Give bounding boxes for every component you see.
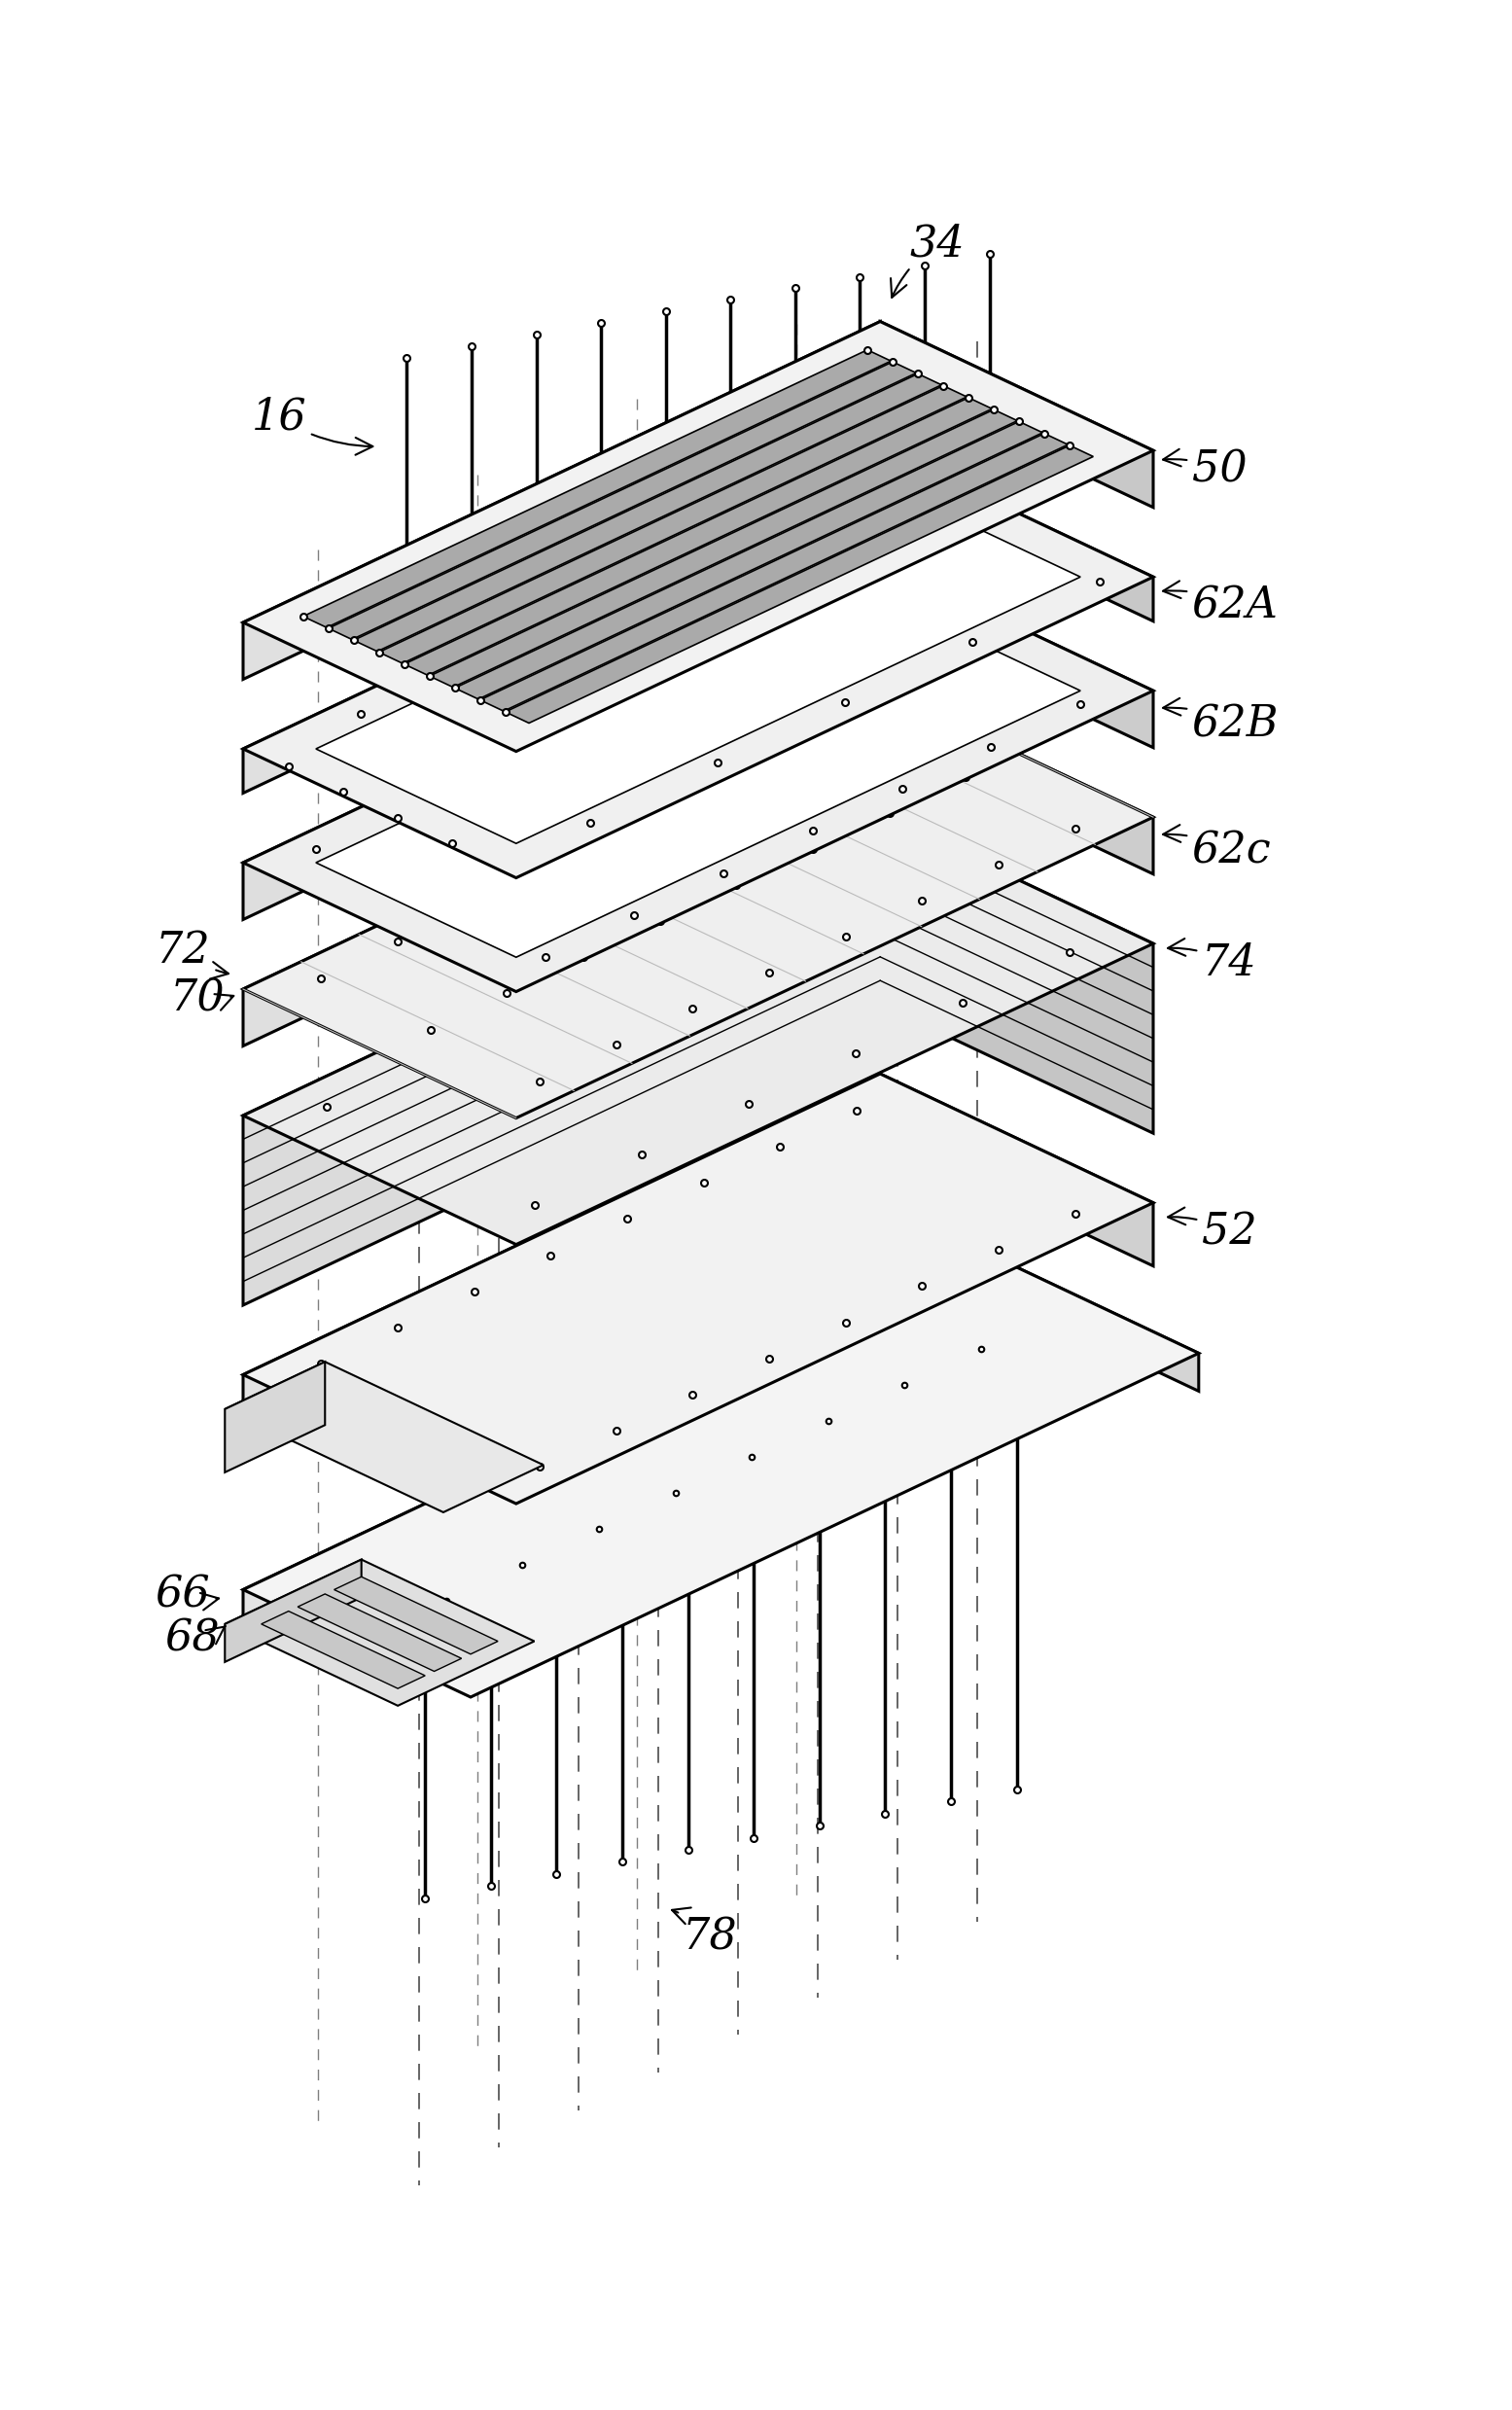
Text: 16: 16 (251, 395, 373, 455)
Text: 66: 66 (156, 1574, 219, 1615)
Text: 72: 72 (156, 930, 228, 978)
Polygon shape (243, 815, 880, 1306)
Polygon shape (380, 386, 966, 663)
Polygon shape (880, 321, 1154, 509)
Polygon shape (880, 1075, 1154, 1265)
Polygon shape (971, 1246, 1199, 1391)
Polygon shape (262, 1612, 425, 1689)
Polygon shape (404, 398, 992, 675)
Polygon shape (243, 815, 1154, 1244)
Polygon shape (243, 321, 880, 680)
Polygon shape (354, 374, 942, 651)
Polygon shape (225, 1362, 543, 1511)
Polygon shape (243, 1246, 971, 1627)
Text: 52: 52 (1167, 1207, 1256, 1253)
Polygon shape (243, 448, 880, 793)
Text: 50: 50 (1163, 448, 1247, 492)
Polygon shape (302, 349, 891, 627)
Polygon shape (505, 446, 1093, 723)
Text: 34: 34 (891, 222, 965, 296)
Polygon shape (334, 1576, 497, 1653)
Polygon shape (316, 482, 1081, 844)
Polygon shape (316, 595, 1081, 957)
Text: 68: 68 (165, 1617, 225, 1658)
Polygon shape (479, 434, 1067, 711)
Polygon shape (243, 562, 1154, 991)
Polygon shape (880, 689, 1154, 875)
Polygon shape (880, 562, 1154, 747)
Text: 62A: 62A (1163, 581, 1279, 627)
Polygon shape (243, 689, 880, 1046)
Text: 62B: 62B (1163, 699, 1279, 745)
Polygon shape (455, 422, 1043, 699)
Polygon shape (225, 1362, 325, 1473)
Text: 78: 78 (671, 1909, 736, 1959)
Polygon shape (880, 448, 1154, 622)
Polygon shape (243, 689, 1154, 1118)
Polygon shape (328, 362, 916, 639)
Polygon shape (243, 1075, 1154, 1504)
Text: 70: 70 (171, 978, 234, 1019)
Text: 74: 74 (1167, 937, 1256, 983)
Polygon shape (243, 448, 1154, 877)
Polygon shape (225, 1559, 361, 1663)
Polygon shape (429, 410, 1018, 687)
Polygon shape (243, 1246, 1199, 1697)
Polygon shape (880, 815, 1154, 1133)
Polygon shape (243, 321, 1154, 752)
Polygon shape (225, 1559, 534, 1706)
Polygon shape (243, 1075, 880, 1439)
Text: 62c: 62c (1163, 824, 1272, 872)
Polygon shape (298, 1593, 461, 1670)
Polygon shape (243, 562, 880, 921)
